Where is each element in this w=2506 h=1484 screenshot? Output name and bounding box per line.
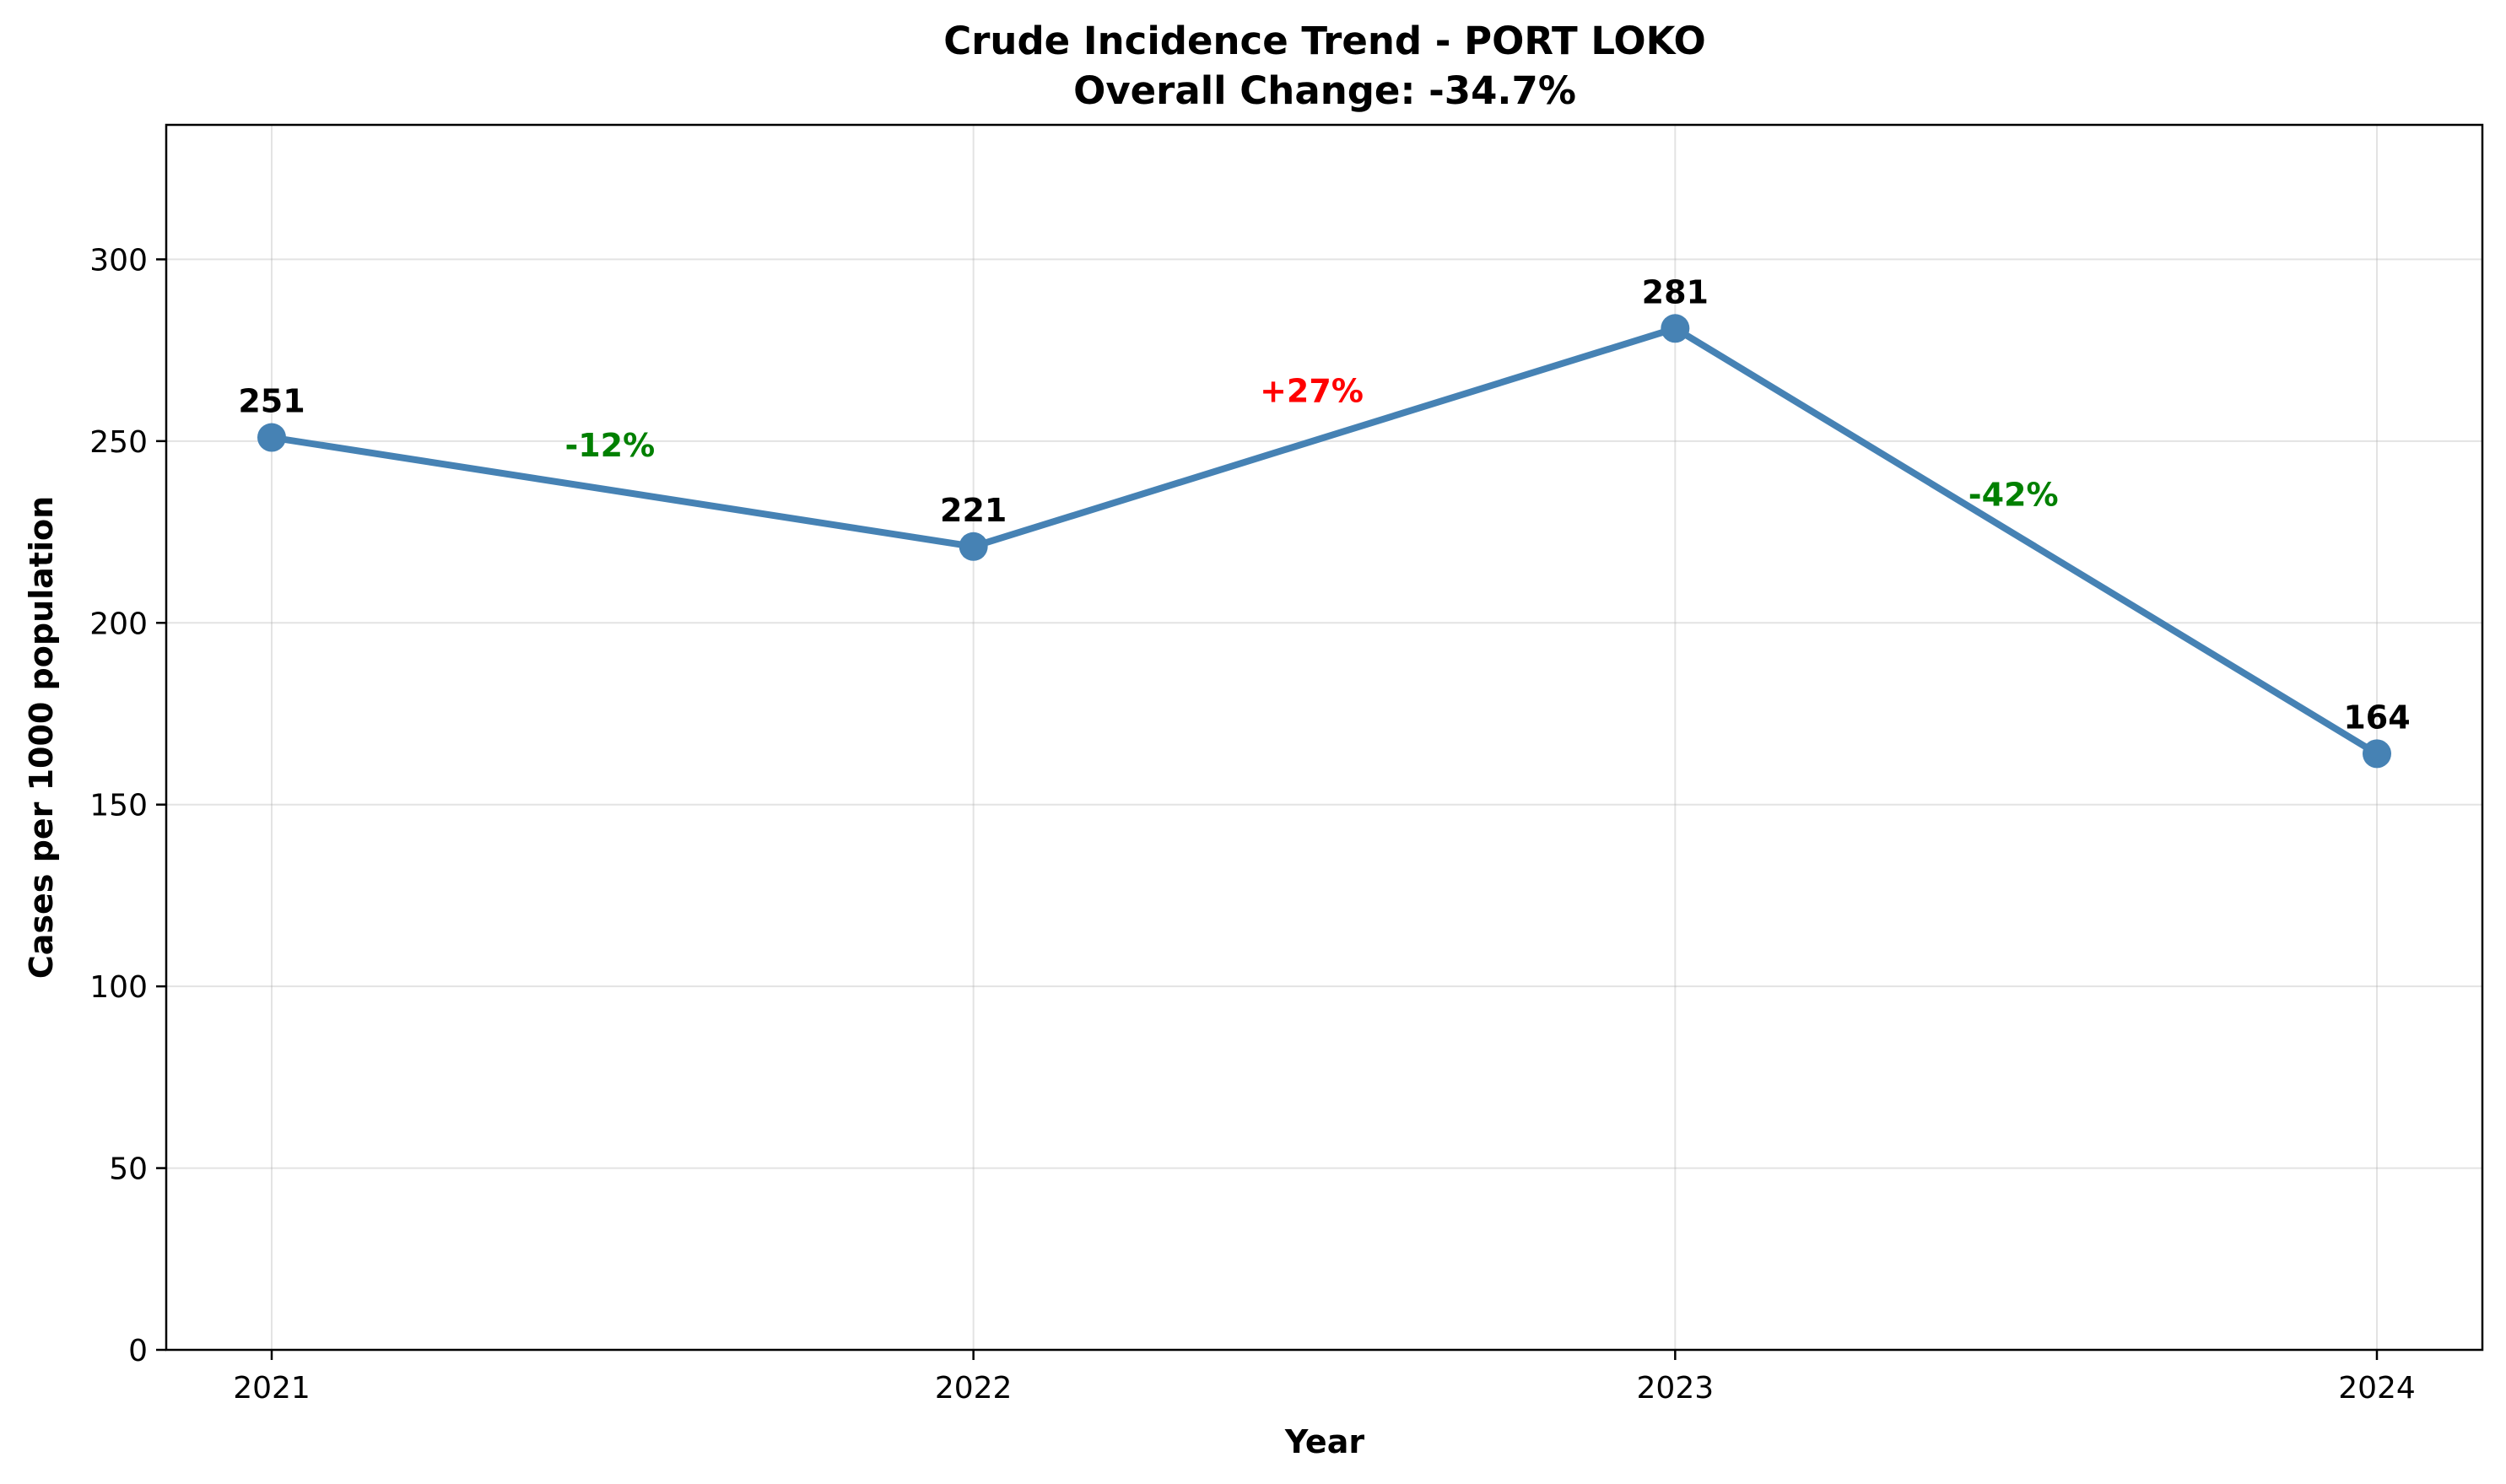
- y-axis-label: Cases per 1000 population: [23, 496, 60, 979]
- data-point: [257, 423, 286, 452]
- change-label: +27%: [1260, 373, 1364, 410]
- axes: 0 50 100 150 200 250 300 2021 2022 2023 2024: [89, 243, 2416, 1406]
- data-point: [959, 532, 988, 561]
- plot-area-frame: [165, 123, 2484, 1352]
- series-line: [268, 325, 2380, 758]
- y-tick-label: 50: [109, 1152, 148, 1187]
- chart-subtitle: Overall Change: -34.7%: [1073, 68, 1576, 113]
- series: [257, 314, 2391, 769]
- x-tick-label: 2022: [935, 1371, 1013, 1406]
- x-tick-label: 2024: [2338, 1371, 2416, 1406]
- y-tick-label: 150: [89, 789, 148, 823]
- grid: [166, 125, 2482, 1351]
- data-value-label: 251: [238, 383, 305, 420]
- chart-title: Crude Incidence Trend - PORT LOKO: [943, 19, 1706, 63]
- data-value-label: 164: [2343, 699, 2410, 736]
- y-tick-label: 100: [89, 970, 148, 1005]
- data-value-label: 221: [940, 492, 1007, 529]
- y-tick-label: 250: [89, 425, 148, 460]
- data-point: [1661, 314, 1690, 343]
- data-point: [2363, 739, 2391, 769]
- data-value-label: 281: [1642, 273, 1709, 310]
- y-tick-label: 200: [89, 607, 148, 641]
- change-label: -42%: [1969, 476, 2059, 513]
- x-axis-label: Year: [1284, 1423, 1364, 1460]
- y-tick-label: 300: [89, 243, 148, 278]
- y-tick-label: 0: [128, 1334, 148, 1368]
- change-label: -12%: [564, 427, 655, 464]
- x-tick-label: 2021: [233, 1371, 311, 1406]
- x-tick-label: 2023: [1637, 1371, 1715, 1406]
- data-labels: 251 221 281 164 -12% +27% -42%: [238, 273, 2410, 736]
